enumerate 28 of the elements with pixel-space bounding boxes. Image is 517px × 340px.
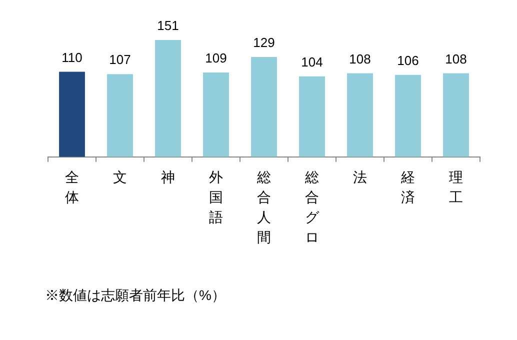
data-label: 109 [205,50,227,66]
bar [155,40,181,157]
x-tick-label: 総合人間 [256,168,271,245]
x-tick-label: 全体 [65,168,79,205]
bar [443,73,469,157]
x-tick-label: 文 [113,168,127,185]
x-tick-label: 経済 [400,168,415,205]
bar [251,57,277,157]
data-label: 107 [109,52,131,68]
bar [59,72,85,157]
bar [395,74,421,157]
x-tick-label: 法 [353,168,367,185]
x-tick-label: 神 [161,168,175,185]
data-label: 108 [349,51,371,66]
bar [347,73,373,157]
data-label: 129 [253,35,275,50]
data-label: 110 [62,50,82,65]
data-label: 106 [397,52,419,68]
x-tick-label: 総合グロ [304,168,320,245]
text: ※数値は志願者前年比（%） [45,287,226,305]
x-tick-label: 外国語 [209,168,223,225]
data-label: 151 [157,18,179,34]
bar [203,72,229,157]
data-label: 104 [301,54,323,70]
bar [299,76,325,157]
x-tick-label: 理工 [449,168,463,205]
data-label: 108 [445,51,467,66]
bar [107,74,133,157]
